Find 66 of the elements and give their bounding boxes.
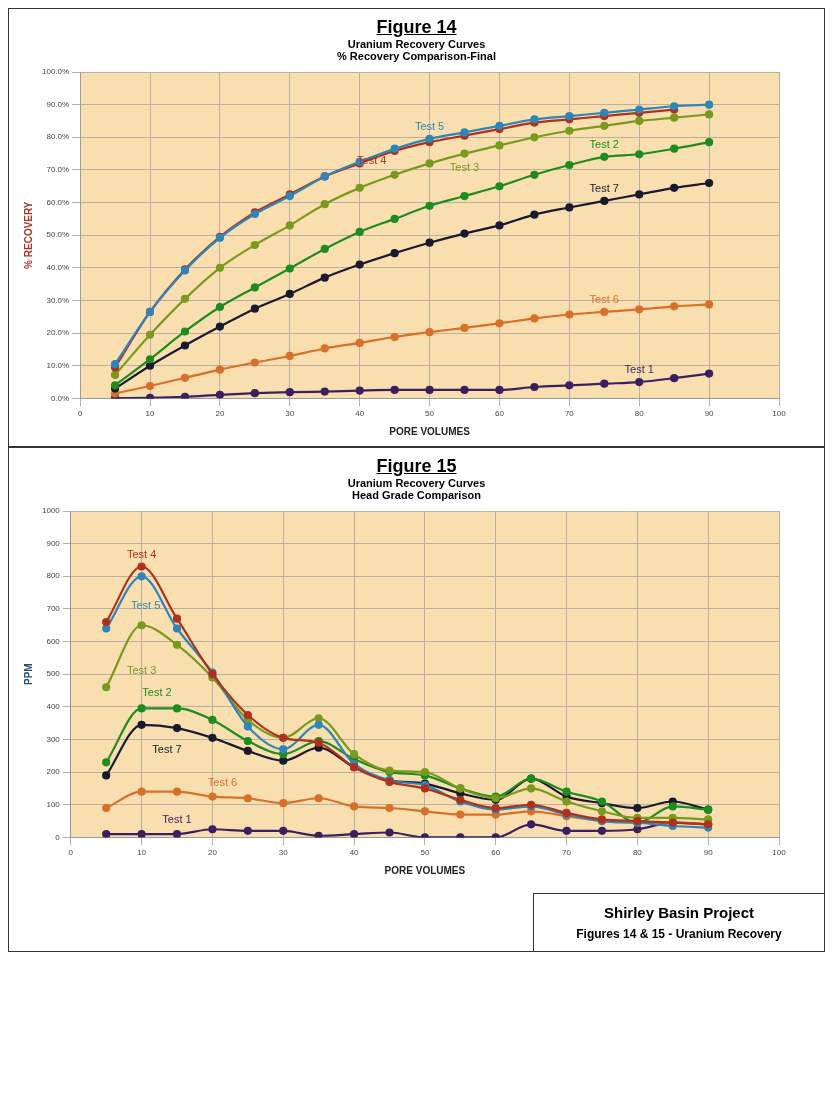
y-tick-label: 20.0% — [46, 328, 70, 338]
x-tick-label: 10 — [137, 848, 147, 858]
y-tick-label: 0 — [55, 832, 61, 842]
x-tick-label: 40 — [349, 848, 360, 858]
x-tick-label: 50 — [420, 848, 430, 858]
x-axis-title: PORE VOLUMES — [384, 864, 466, 876]
series-label: Test 6 — [589, 292, 619, 305]
x-tick-label: 50 — [425, 409, 435, 419]
series-label: Test 3 — [126, 664, 157, 677]
x-tick-label: 60 — [495, 409, 505, 419]
x-tick-label: 80 — [634, 409, 645, 419]
chart-title: Figure 15 — [375, 456, 458, 477]
x-tick-label: 90 — [703, 848, 714, 858]
chart-title: Figure 14 — [375, 17, 458, 38]
series-label: Test 4 — [126, 547, 157, 560]
series-label: Test 5 — [130, 599, 161, 612]
y-tick-label: 60.0% — [46, 197, 70, 207]
text: Shirley Basin Project — [602, 904, 756, 921]
series-label: Test 7 — [589, 181, 619, 194]
y-axis-title: % RECOVERY — [22, 201, 34, 269]
series-label: Test 1 — [162, 813, 192, 826]
x-tick-label: 70 — [564, 409, 575, 419]
x-tick-label: 60 — [491, 848, 501, 858]
y-tick-label: 300 — [46, 734, 61, 744]
text: Figures 14 & 15 - Uranium Recovery — [575, 927, 783, 941]
y-tick-label: 900 — [46, 538, 61, 548]
series-label: Test 6 — [207, 775, 238, 788]
x-tick-label: 40 — [355, 409, 365, 419]
x-tick-label: 90 — [704, 409, 715, 419]
series-label: Test 1 — [624, 363, 654, 376]
y-tick-label: 90.0% — [46, 99, 70, 109]
x-tick-label: 70 — [562, 848, 572, 858]
chart-subtitle: Uranium Recovery Curves % Recovery Comparison-Final — [336, 38, 497, 62]
series-label: Test 2 — [142, 685, 172, 698]
y-axis-title: PPM — [22, 663, 34, 686]
y-tick-label: 500 — [46, 669, 61, 679]
y-tick-label: 700 — [46, 604, 61, 614]
series-label: Test 7 — [152, 743, 182, 756]
x-tick-label: 100 — [772, 848, 787, 858]
x-tick-label: 30 — [285, 409, 295, 419]
y-tick-label: 40.0% — [46, 263, 70, 273]
series-label: Test 2 — [589, 137, 619, 150]
y-tick-label: 100 — [46, 799, 61, 809]
y-tick-label: 600 — [46, 636, 61, 646]
y-tick-label: 50.0% — [46, 230, 70, 240]
y-tick-label: 30.0% — [46, 295, 70, 305]
chart-subtitle: Uranium Recovery Curves Head Grade Comparison — [346, 477, 487, 501]
y-tick-label: 10.0% — [46, 360, 70, 370]
x-tick-label: 20 — [215, 409, 225, 419]
y-tick-label: 1000 — [42, 506, 61, 516]
series-label: Test 5 — [414, 119, 445, 132]
y-tick-label: 200 — [46, 767, 61, 777]
y-tick-label: 800 — [46, 571, 61, 581]
y-tick-label: 70.0% — [46, 165, 70, 175]
series-label: Test 3 — [449, 160, 480, 173]
x-tick-label: 0 — [77, 409, 83, 419]
y-tick-label: 0.0% — [50, 393, 70, 403]
x-tick-label: 80 — [632, 848, 643, 858]
y-tick-label: 100.0% — [41, 67, 70, 77]
y-tick-label: 80.0% — [46, 132, 70, 142]
x-axis-title: PORE VOLUMES — [389, 425, 471, 437]
x-tick-label: 20 — [207, 848, 218, 858]
y-tick-label: 400 — [46, 702, 61, 712]
x-tick-label: 100 — [772, 409, 787, 419]
x-tick-label: 30 — [278, 848, 289, 858]
x-tick-label: 10 — [145, 409, 156, 419]
